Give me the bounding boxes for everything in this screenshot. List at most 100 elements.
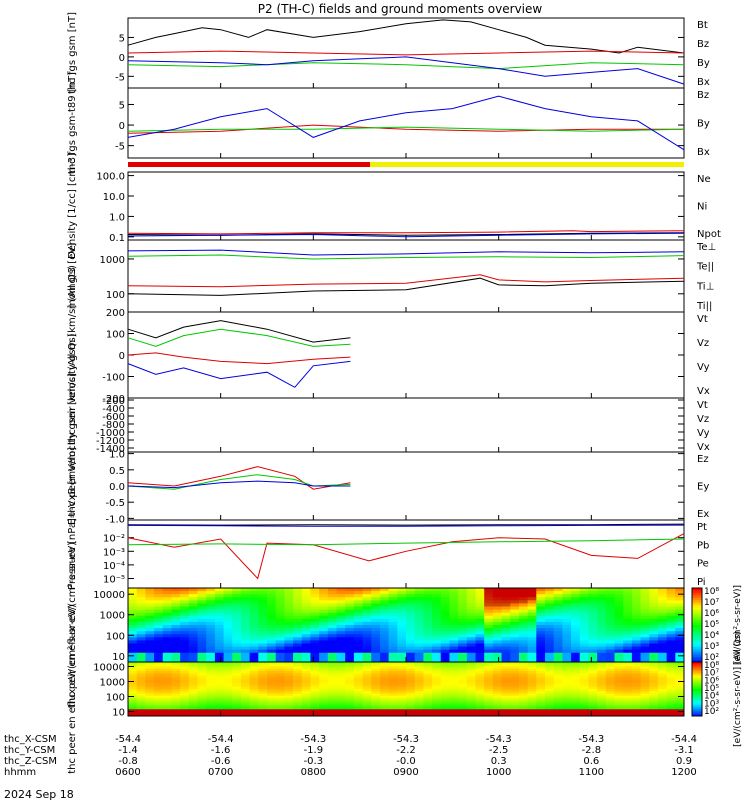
- spectrogram-cell: [240, 597, 251, 601]
- spectrogram-cell: [666, 643, 676, 647]
- spectrogram-cell: [666, 662, 676, 665]
- spectrogram-cell: [128, 677, 138, 681]
- spectrogram-cell: [206, 691, 216, 694]
- spectrogram-cell: [275, 713, 285, 717]
- colorbar-tick-label: 10³: [704, 699, 719, 709]
- spectrogram-cell: [666, 675, 676, 679]
- spectrogram-cell: [301, 637, 311, 641]
- spectrogram-cell: [128, 713, 138, 717]
- spectrogram-cell: [510, 637, 520, 641]
- y-tick-label: 10: [112, 652, 125, 663]
- spectrogram-cell: [475, 600, 485, 604]
- spectrogram-cell: [466, 618, 476, 623]
- spectrogram-cell: [397, 603, 407, 607]
- colorbar-cell: [692, 707, 702, 710]
- spectrogram-cell: [571, 693, 581, 697]
- spectrogram-cell: [536, 693, 546, 697]
- spectrogram-cell: [536, 662, 546, 665]
- colorbar-cell: [692, 654, 702, 658]
- spectrogram-cell: [440, 628, 450, 632]
- spectrogram-cell: [588, 625, 598, 629]
- spectrogram-cell: [579, 673, 589, 676]
- spectrogram-cell: [432, 698, 442, 701]
- spectrogram-cell: [128, 664, 138, 667]
- spectrogram-cell: [197, 643, 207, 647]
- spectrogram-cell: [284, 603, 294, 607]
- spectrogram-cell: [562, 615, 572, 620]
- spectrogram-cell: [310, 695, 320, 699]
- spectrogram-cell: [640, 655, 650, 660]
- spectrogram-cell: [545, 597, 555, 601]
- spectrogram-cell: [475, 682, 485, 685]
- spectrogram-cell: [180, 711, 190, 715]
- spectrogram-cell: [440, 600, 450, 604]
- spectrogram-cell: [449, 689, 459, 692]
- spectrogram-cell: [492, 668, 502, 672]
- spectrogram-cell: [214, 597, 224, 601]
- spectrogram-cell: [223, 691, 233, 694]
- spectrogram-cell: [345, 606, 355, 610]
- spectrogram-cell: [527, 625, 537, 629]
- spectrogram-cell: [510, 704, 520, 708]
- spectrogram-cell: [214, 689, 224, 692]
- spectrogram-cell: [623, 675, 633, 679]
- spectrogram-cell: [553, 628, 563, 632]
- colorbar-frame: [691, 661, 703, 717]
- spectrogram-cell: [180, 682, 190, 685]
- spectrogram-cell: [154, 600, 164, 604]
- spectrogram-cell: [510, 691, 520, 694]
- spectrogram-cell: [188, 702, 198, 706]
- spectrogram-cell: [353, 677, 363, 681]
- spectrogram-cell: [510, 662, 520, 665]
- spectrogram-cell: [379, 655, 390, 660]
- spectrogram-cell: [553, 643, 563, 647]
- spectrogram-cell: [562, 591, 572, 595]
- spectrogram-cell: [327, 655, 337, 660]
- y-tick-label: 10⁻²: [103, 534, 125, 545]
- spectrogram-cell: [188, 693, 198, 697]
- spectrogram-cell: [484, 698, 494, 701]
- spectrogram-cell: [536, 666, 546, 670]
- spectrogram-cell: [319, 695, 329, 699]
- colorbar-cell: [692, 642, 702, 646]
- colorbar-label: [eV/(cm²-s-sr-eV)] (All Qs): [733, 631, 743, 747]
- spectrogram-cell: [623, 588, 633, 592]
- spectrogram-cell: [510, 700, 520, 703]
- spectrogram-cell: [649, 675, 659, 679]
- spectrogram-cell: [180, 673, 190, 676]
- spectrogram-cell: [501, 677, 511, 681]
- spectrogram-cell: [432, 658, 442, 663]
- spectrogram-cell: [545, 707, 555, 710]
- spectrogram-cell: [180, 700, 190, 703]
- spectrogram-cell: [301, 606, 311, 610]
- spectrogram-cell: [258, 682, 268, 685]
- spectrogram-cell: [293, 680, 303, 683]
- spectrogram-cell: [249, 666, 259, 670]
- spectrogram-cell: [571, 603, 581, 607]
- spectrogram-cell: [527, 673, 537, 676]
- spectrogram-cell: [614, 682, 624, 685]
- spectrogram-cell: [649, 662, 659, 665]
- spectrogram-cell: [188, 609, 198, 614]
- spectrogram-cell: [631, 695, 641, 699]
- spectrogram-cell: [267, 675, 277, 679]
- spectrogram-cell: [518, 684, 529, 688]
- spectrogram-cell: [240, 637, 251, 641]
- spectrogram-cell: [510, 628, 520, 632]
- spectrogram-cell: [579, 603, 589, 607]
- colorbar-cell: [692, 690, 702, 694]
- spectrogram-cell: [310, 631, 320, 635]
- spectrogram-cell: [449, 609, 459, 614]
- spectrogram-cell: [614, 702, 624, 706]
- spectrogram-cell: [406, 695, 416, 699]
- spectrogram-cell: [206, 686, 216, 690]
- spectrogram-cell: [275, 634, 285, 638]
- spectrogram-cell: [458, 606, 468, 610]
- spectrogram-cell: [449, 621, 459, 626]
- spectrogram-cell: [284, 664, 294, 667]
- spectrogram-cell: [649, 682, 659, 685]
- spectrogram-cell: [562, 677, 572, 681]
- spectrogram-cell: [145, 615, 155, 620]
- spectrogram-cell: [319, 698, 329, 701]
- spectrogram-cell: [492, 618, 502, 623]
